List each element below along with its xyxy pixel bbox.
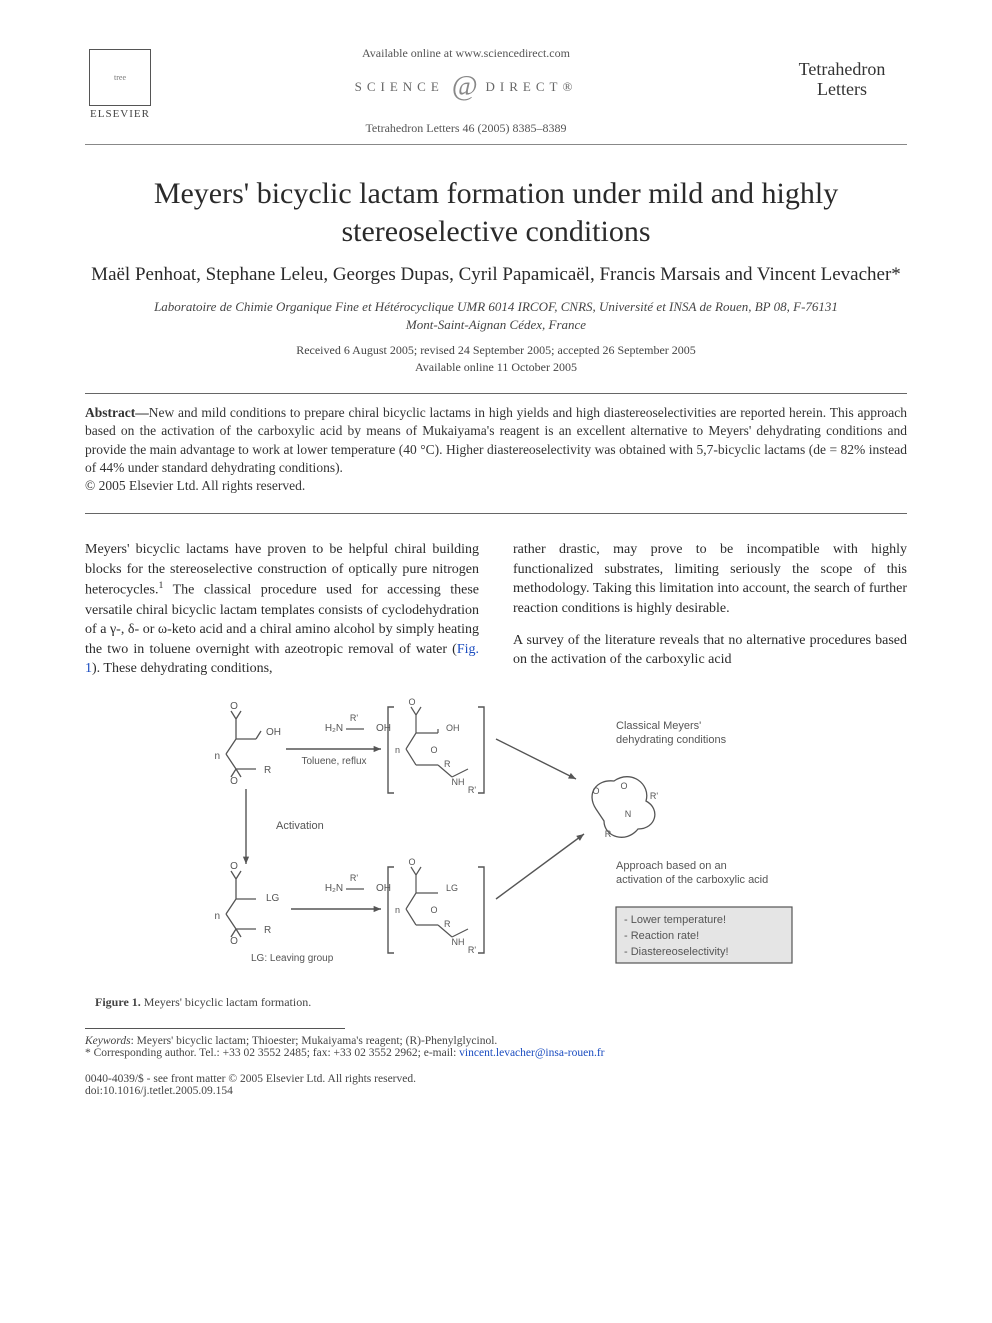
corresp-email[interactable]: vincent.levacher@insa-rouen.fr <box>459 1047 604 1059</box>
paper-page: tree ELSEVIER Available online at www.sc… <box>0 0 992 1127</box>
svg-text:R': R' <box>468 945 476 955</box>
journal-name-block: Tetrahedron Letters <box>777 40 907 100</box>
svg-text:activation of the carboxylic a: activation of the carboxylic acid <box>616 874 768 886</box>
sciencedirect-logo: SCIENCE @ DIRECT® <box>355 71 578 103</box>
svg-text:O: O <box>230 861 238 872</box>
svg-text:O: O <box>230 936 238 947</box>
svg-text:H₂N: H₂N <box>325 883 343 894</box>
svg-text:Classical Meyers': Classical Meyers' <box>616 720 701 732</box>
figure-1-svg: OHOORnH₂NOHR'Toluene, refluxOHORNHOnR'Cl… <box>176 689 816 989</box>
dates-received: Received 6 August 2005; revised 24 Septe… <box>85 343 907 358</box>
fig-caption-label: Figure 1. <box>95 995 141 1009</box>
page-header: tree ELSEVIER Available online at www.sc… <box>85 40 907 136</box>
svg-text:OH: OH <box>266 727 281 738</box>
svg-text:- Diastereoselectivity!: - Diastereoselectivity! <box>624 946 729 958</box>
svg-text:R': R' <box>468 785 476 795</box>
header-divider <box>85 144 907 145</box>
keywords-line: Keywords: Meyers' bicyclic lactam; Thioe… <box>85 1035 907 1047</box>
authors-line: Maël Penhoat, Stephane Leleu, Georges Du… <box>85 264 907 286</box>
svg-text:LG: LG <box>266 893 280 904</box>
svg-text:OH: OH <box>446 723 460 733</box>
abstract-bottom-divider <box>85 513 907 514</box>
col2-p2: A survey of the literature reveals that … <box>513 631 907 670</box>
journal-name-1: Tetrahedron <box>777 60 907 80</box>
footer-divider <box>85 1028 345 1029</box>
svg-text:O: O <box>408 697 415 707</box>
column-right: rather drastic, may prove to be incompat… <box>513 540 907 679</box>
elsevier-tree-icon: tree <box>89 49 151 106</box>
svg-text:N: N <box>625 809 632 819</box>
svg-text:O: O <box>230 701 238 712</box>
svg-text:O: O <box>408 857 415 867</box>
svg-text:R: R <box>444 919 451 929</box>
svg-text:n: n <box>214 911 220 922</box>
col2-p1: rather drastic, may prove to be incompat… <box>513 540 907 618</box>
svg-text:O: O <box>620 781 627 791</box>
sd-right: DIRECT® <box>486 79 578 95</box>
svg-text:Activation: Activation <box>276 820 324 832</box>
keywords-text: : Meyers' bicyclic lactam; Thioester; Mu… <box>131 1035 498 1047</box>
svg-text:O: O <box>592 786 599 796</box>
svg-text:R: R <box>605 829 612 839</box>
svg-text:dehydrating conditions: dehydrating conditions <box>616 734 727 746</box>
svg-text:O: O <box>230 776 238 787</box>
article-title: Meyers' bicyclic lactam formation under … <box>85 175 907 250</box>
svg-text:n: n <box>395 745 400 755</box>
svg-text:R: R <box>444 759 451 769</box>
corresponding-author: * Corresponding author. Tel.: +33 02 355… <box>85 1047 907 1059</box>
svg-text:OH: OH <box>376 723 391 734</box>
header-center: Available online at www.sciencedirect.co… <box>155 40 777 136</box>
svg-text:LG: LG <box>446 883 458 893</box>
abstract-label: Abstract— <box>85 405 149 420</box>
svg-text:R: R <box>264 765 271 776</box>
svg-text:R': R' <box>650 791 658 801</box>
available-online-text: Available online at www.sciencedirect.co… <box>155 46 777 61</box>
svg-text:R': R' <box>350 873 358 883</box>
front-matter-line: 0040-4039/$ - see front matter © 2005 El… <box>85 1073 907 1085</box>
figure-1: OHOORnH₂NOHR'Toluene, refluxOHORNHOnR'Cl… <box>85 689 907 1010</box>
front-matter: 0040-4039/$ - see front matter © 2005 El… <box>85 1073 907 1097</box>
svg-text:- Reaction rate!: - Reaction rate! <box>624 930 699 942</box>
svg-text:- Lower temperature!: - Lower temperature! <box>624 914 726 926</box>
fig-caption-text: Meyers' bicyclic lactam formation. <box>141 995 311 1009</box>
svg-text:Approach based on an: Approach based on an <box>616 860 727 872</box>
col1-text-c: ). These dehydrating conditions, <box>92 661 273 676</box>
abstract-copyright: © 2005 Elsevier Ltd. All rights reserved… <box>85 477 907 495</box>
abstract-top-divider <box>85 393 907 394</box>
corresp-text: * Corresponding author. Tel.: +33 02 355… <box>85 1047 459 1059</box>
svg-text:O: O <box>430 905 437 915</box>
svg-text:Toluene, reflux: Toluene, reflux <box>301 756 366 767</box>
keywords-label: Keywords <box>85 1035 131 1047</box>
journal-reference: Tetrahedron Letters 46 (2005) 8385–8389 <box>155 121 777 136</box>
svg-text:NH: NH <box>452 777 465 787</box>
svg-text:R: R <box>264 925 271 936</box>
svg-text:NH: NH <box>452 937 465 947</box>
sd-left: SCIENCE <box>355 79 444 95</box>
abstract-block: Abstract—New and mild conditions to prep… <box>85 404 907 495</box>
journal-name-2: Letters <box>777 80 907 100</box>
body-two-column: Meyers' bicyclic lactams have proven to … <box>85 540 907 679</box>
svg-text:H₂N: H₂N <box>325 723 343 734</box>
svg-text:OH: OH <box>376 883 391 894</box>
elsevier-label: ELSEVIER <box>90 108 150 120</box>
dates-online: Available online 11 October 2005 <box>85 360 907 375</box>
elsevier-logo: tree ELSEVIER <box>85 40 155 120</box>
doi-line: doi:10.1016/j.tetlet.2005.09.154 <box>85 1085 907 1097</box>
svg-text:LG: Leaving group: LG: Leaving group <box>251 953 334 964</box>
svg-text:R': R' <box>350 713 358 723</box>
figure-1-caption: Figure 1. Meyers' bicyclic lactam format… <box>85 995 907 1010</box>
affiliation: Laboratoire de Chimie Organique Fine et … <box>145 298 847 333</box>
svg-text:n: n <box>395 905 400 915</box>
svg-text:O: O <box>430 745 437 755</box>
svg-text:n: n <box>214 751 220 762</box>
abstract-text: New and mild conditions to prepare chira… <box>85 405 907 475</box>
sd-swirl-icon: @ <box>452 71 478 103</box>
column-left: Meyers' bicyclic lactams have proven to … <box>85 540 479 679</box>
